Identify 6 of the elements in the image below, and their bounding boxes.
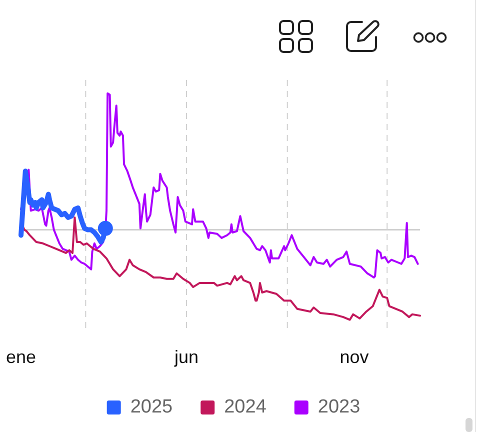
x-tick-label: ene [6, 347, 36, 368]
x-tick-label: nov [340, 347, 369, 368]
legend-label: 2024 [224, 396, 267, 418]
x-tick-label: jun [174, 347, 199, 368]
legend-label: 2025 [130, 396, 173, 418]
legend-label: 2023 [318, 396, 360, 418]
